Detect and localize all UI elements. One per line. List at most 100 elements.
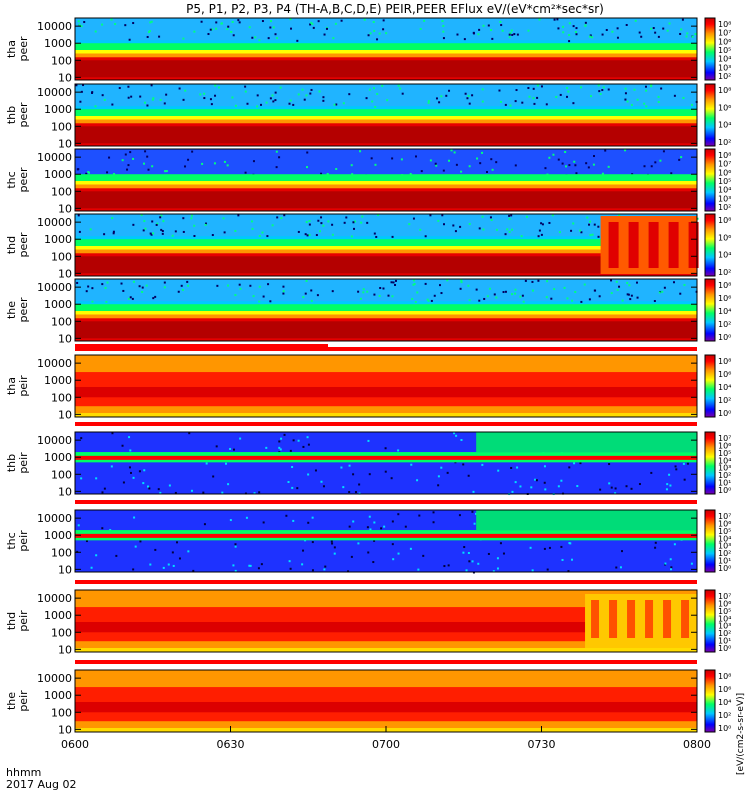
noise-speck — [375, 235, 378, 238]
noise-speck — [322, 99, 325, 102]
noise-speck — [534, 478, 537, 481]
noise-speck — [282, 292, 285, 295]
noise-speck — [232, 564, 235, 567]
noise-speck — [418, 514, 421, 517]
noise-speck — [80, 477, 83, 480]
noise-speck — [258, 285, 261, 288]
noise-speck — [669, 568, 672, 571]
noise-speck — [683, 478, 686, 481]
noise-speck — [272, 100, 275, 103]
colorbar-tick-label: 10⁶ — [718, 103, 731, 112]
noise-speck — [361, 215, 364, 218]
noise-speck — [238, 21, 241, 24]
energy-band — [75, 648, 697, 652]
y-tick-label: 100 — [51, 185, 72, 198]
noise-speck — [654, 541, 657, 544]
noise-speck — [118, 87, 121, 90]
colorbar — [704, 278, 716, 342]
noise-speck — [685, 35, 688, 38]
noise-speck — [152, 97, 155, 100]
noise-speck — [560, 479, 563, 482]
colorbar-tick-label: 10² — [718, 268, 731, 277]
noise-speck — [309, 23, 312, 26]
colorbar-tick-label: 10⁵ — [718, 46, 731, 55]
noise-speck — [446, 279, 449, 282]
noise-speck — [260, 563, 263, 566]
noise-speck — [456, 33, 459, 36]
noise-speck — [248, 26, 251, 29]
noise-speck — [106, 281, 109, 284]
noise-speck — [352, 473, 355, 476]
intensification-streak — [688, 222, 699, 268]
noise-speck — [271, 94, 274, 97]
noise-speck — [511, 33, 514, 36]
noise-speck — [144, 227, 147, 230]
noise-speck — [575, 33, 578, 36]
noise-speck — [115, 554, 118, 557]
colorbar-tick-label: 10⁰ — [718, 564, 731, 573]
panel-ylabel-species: peer — [17, 167, 30, 193]
noise-speck — [573, 462, 576, 465]
noise-speck — [502, 552, 505, 555]
noise-speck — [495, 161, 498, 164]
noise-speck — [471, 510, 474, 513]
noise-speck — [282, 285, 285, 288]
noise-speck — [207, 33, 210, 36]
noise-speck — [504, 103, 507, 106]
noise-speck — [452, 224, 455, 227]
noise-speck — [391, 520, 394, 523]
noise-speck — [610, 486, 613, 489]
noise-speck — [80, 25, 83, 28]
colorbar-tick-label: 10³ — [718, 194, 731, 203]
noise-speck — [366, 221, 369, 224]
noise-speck — [323, 568, 326, 571]
noise-speck — [670, 566, 673, 569]
noise-speck — [244, 85, 247, 88]
noise-speck — [566, 297, 569, 300]
noise-speck — [373, 293, 376, 296]
noise-speck — [215, 445, 218, 448]
noise-speck — [112, 230, 115, 233]
noise-speck — [318, 90, 321, 93]
noise-speck — [536, 84, 539, 87]
noise-speck — [496, 557, 499, 560]
panel-ylabel-probe: the — [5, 692, 18, 710]
noise-speck — [292, 519, 295, 522]
noise-speck — [404, 525, 407, 528]
noise-speck — [690, 103, 693, 106]
colorbar-tick-label: 10⁴ — [718, 251, 731, 260]
noise-speck — [490, 218, 493, 221]
panel-ylabel-probe: thd — [5, 236, 18, 254]
noise-speck — [691, 35, 694, 38]
noise-speck — [322, 485, 325, 488]
noise-speck — [159, 98, 162, 101]
noise-speck — [326, 172, 329, 175]
noise-speck — [386, 99, 389, 102]
y-tick-label: 100 — [51, 391, 72, 404]
intensification-streak — [645, 600, 654, 638]
noise-speck — [147, 168, 150, 171]
noise-speck — [591, 233, 594, 236]
noise-speck — [91, 300, 94, 303]
panel-the-peer: 10000 1000 100 10 the peer 10⁸ 10⁶ 10⁴ 10² 10⁰ — [5, 278, 731, 345]
noise-speck — [384, 470, 387, 473]
noise-speck — [104, 286, 107, 289]
noise-speck — [514, 481, 517, 484]
noise-speck — [108, 156, 111, 159]
noise-speck — [479, 162, 482, 165]
colorbar-tick-label: 10⁶ — [718, 168, 731, 177]
noise-speck — [359, 297, 362, 300]
colorbar — [704, 148, 716, 212]
noise-speck — [478, 299, 481, 302]
noise-speck — [352, 520, 355, 523]
noise-speck — [445, 94, 448, 97]
noise-speck — [601, 89, 604, 92]
noise-speck — [516, 466, 519, 469]
noise-speck — [130, 95, 133, 98]
noise-speck — [376, 38, 379, 41]
noise-speck — [367, 34, 370, 37]
noise-region — [75, 279, 697, 302]
noise-speck — [279, 448, 282, 451]
noise-speck — [633, 88, 636, 91]
noise-speck — [85, 290, 88, 293]
